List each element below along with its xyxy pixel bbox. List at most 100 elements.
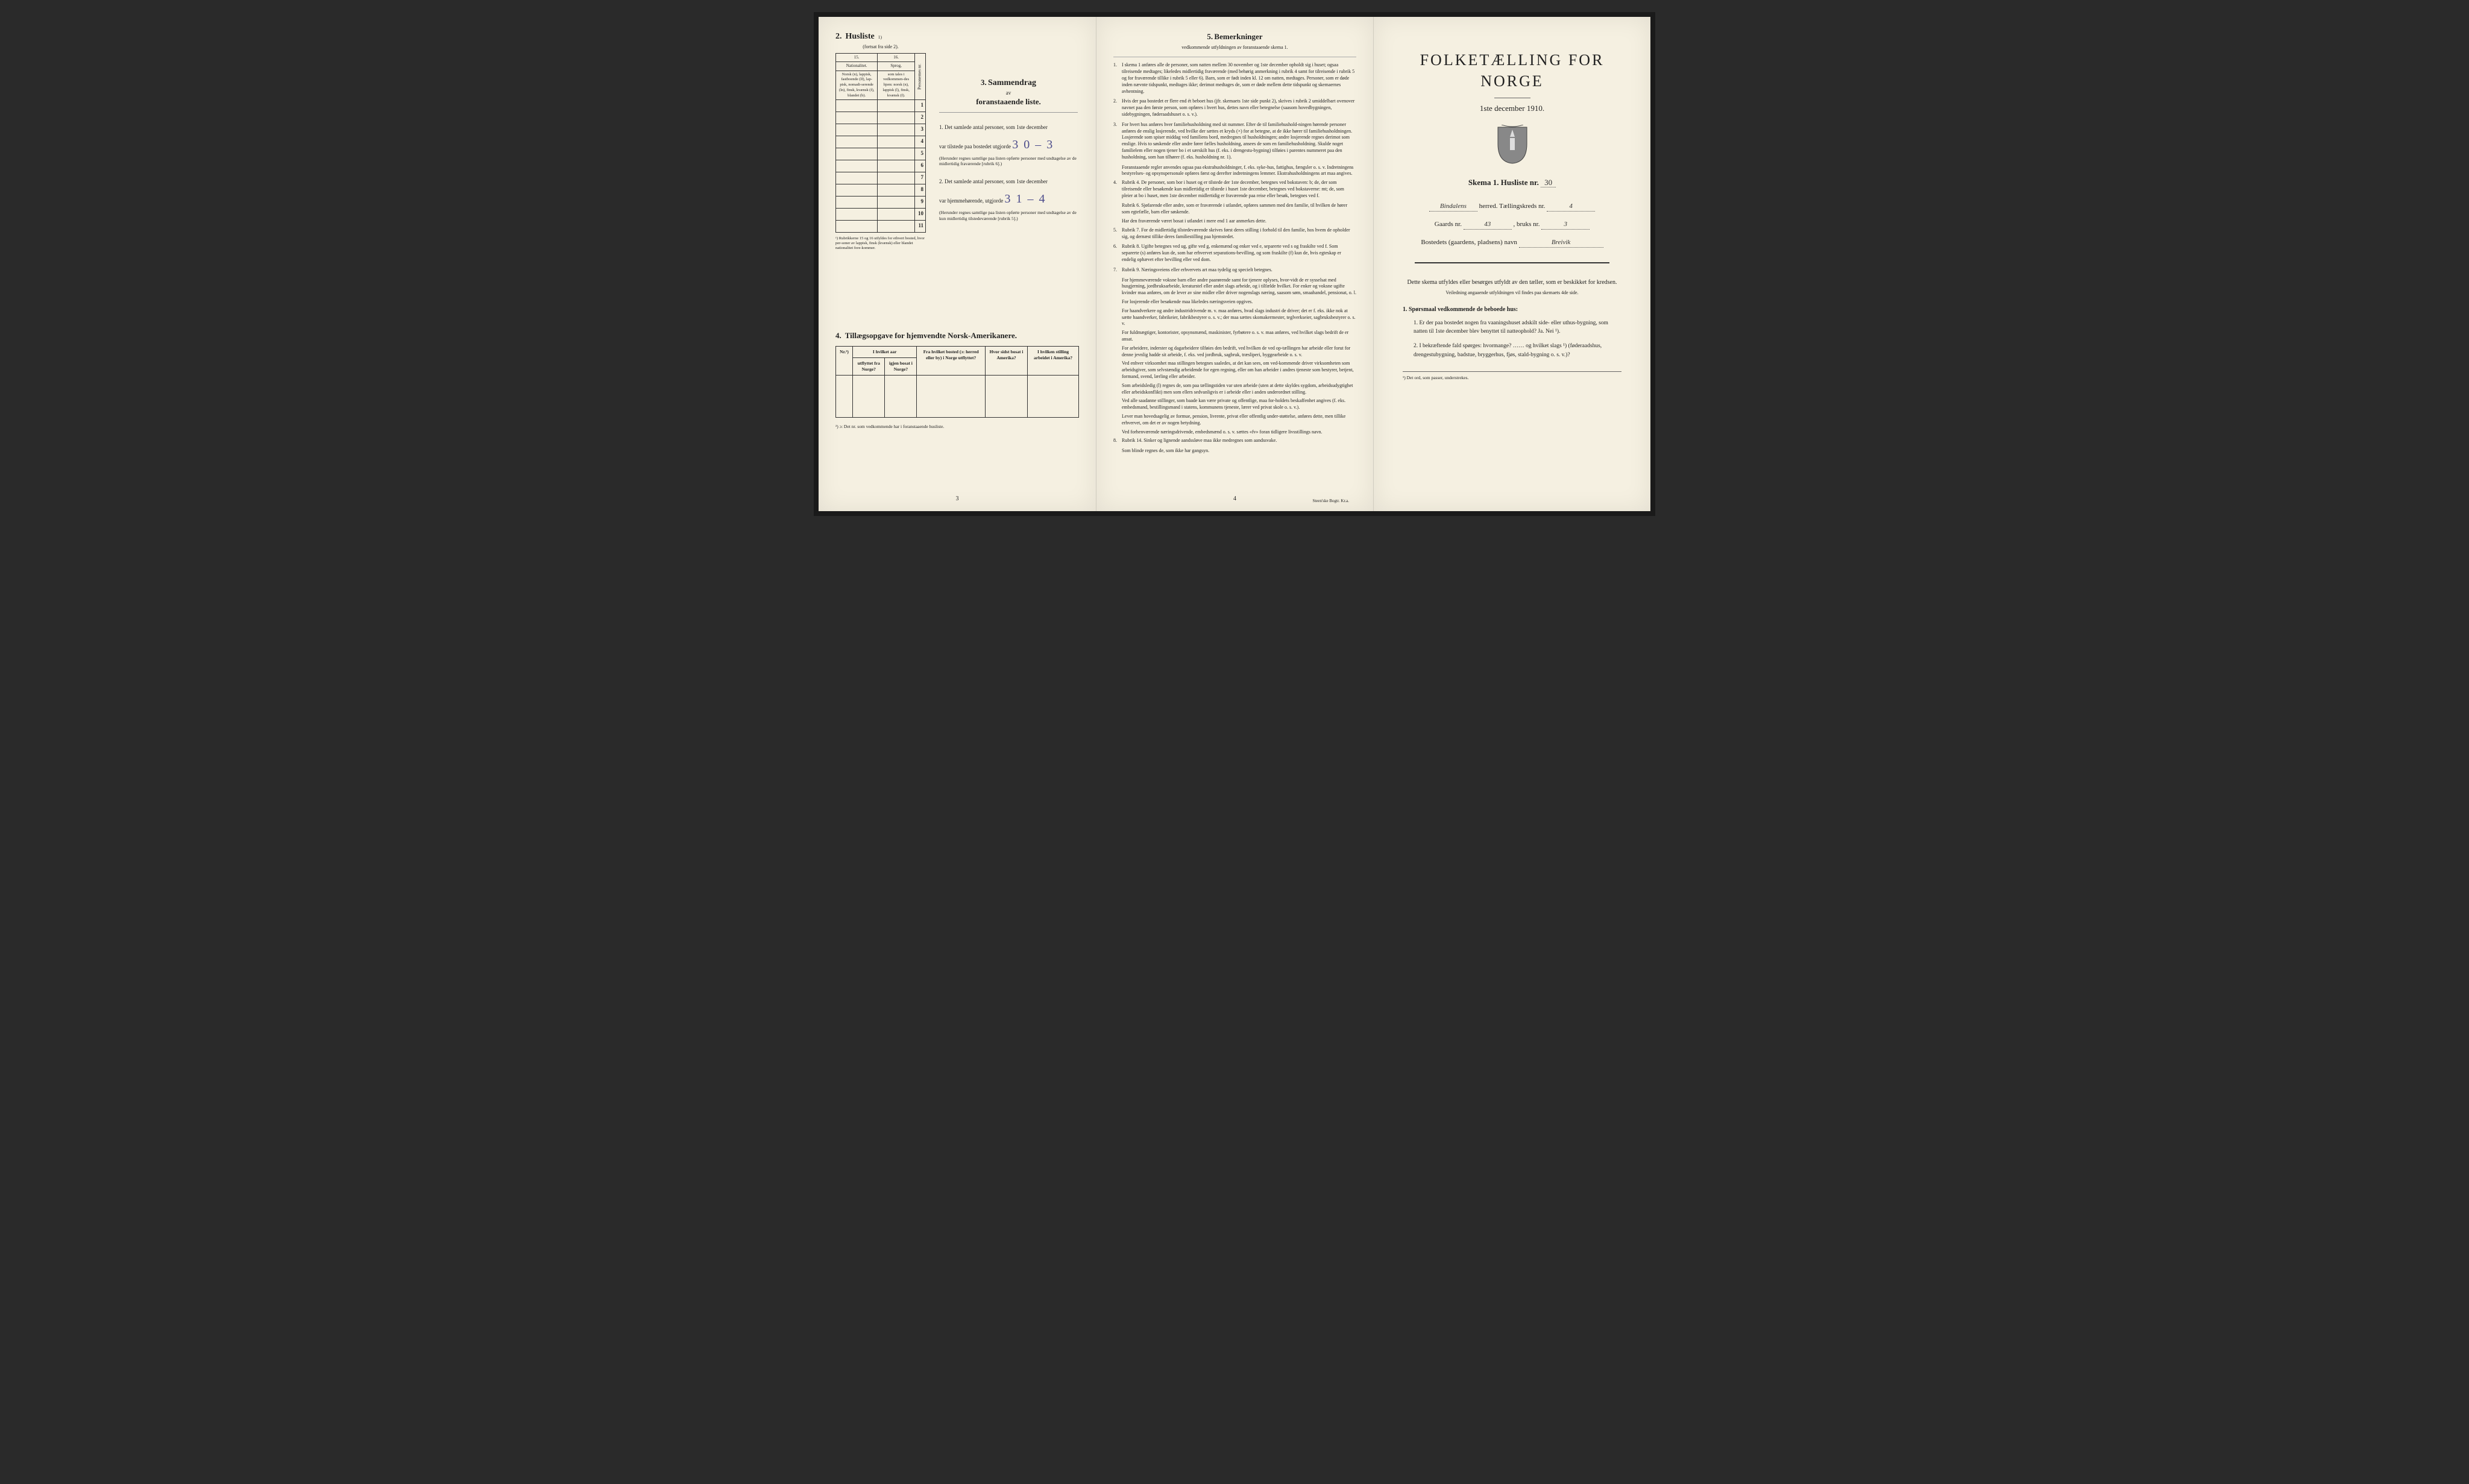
section-2-table: 15. 16. Personernes nr. Nationalitet. Sp… <box>835 53 926 233</box>
table-row: 7 <box>836 172 926 184</box>
page-num-3: 3 <box>819 495 1096 503</box>
sec3-item1-val: 3 0 – 3 <box>1012 138 1054 151</box>
table-row: 4 <box>836 136 926 148</box>
sec3-item2-mid: var hjemmehørende, utgjorde <box>939 198 1003 204</box>
table-row: 3 <box>836 124 926 136</box>
list-item: For hjemmeværende voksne barn eller andr… <box>1122 277 1356 297</box>
herred-mid: herred. Tællingskreds nr. <box>1479 203 1546 210</box>
list-item: Ved forhenværende næringsdrivende, embed… <box>1122 429 1356 436</box>
sec3-item2-paren: (Herunder regnes samtlige paa listen opf… <box>939 210 1078 222</box>
bosted-line: Bostedets (gaardens, pladsens) navn Brei… <box>1391 238 1634 248</box>
section-2-footnote: ¹) Rubrikkerne 15 og 16 utfyldes for eth… <box>835 236 926 250</box>
skema-line: Skema 1. Husliste nr. 30 <box>1391 177 1634 188</box>
q1: 1. Er der paa bostedet nogen fra vaaning… <box>1414 319 1621 336</box>
sec4-h-aar2: igjen bosat i Norge? <box>885 357 917 375</box>
sec3-item2-pre: 2. Det samlede antal personer, som 1ste … <box>939 178 1078 185</box>
spm-title: 1. Spørsmaal vedkommende de beboede hus: <box>1403 305 1621 314</box>
sec4-h-sidst: Hvor sidst bosat i Amerika? <box>985 346 1027 375</box>
list-item: For haandverkere og andre industridriven… <box>1122 308 1356 327</box>
gaard-b: , bruks nr. <box>1513 221 1540 228</box>
gaard-av: 43 <box>1464 220 1512 230</box>
sec4-title: Tillægsopgave for hjemvendte Norsk-Ameri… <box>845 331 1017 340</box>
sec3-sub: av <box>939 89 1078 96</box>
list-item: 7.Rubrik 9. Næringsveiens eller erhverve… <box>1113 267 1356 274</box>
table-row: 2 <box>836 112 926 124</box>
list-item: For losjerende eller besøkende maa likel… <box>1122 299 1356 306</box>
intro: Dette skema utfyldes eller besørges utfy… <box>1403 278 1621 287</box>
census-title: FOLKETÆLLING FOR NORGE <box>1391 49 1634 92</box>
list-item: Ved alle saadanne stillinger, som baade … <box>1122 398 1356 411</box>
sec4-h-aar: I hvilket aar <box>853 346 917 357</box>
intro-small: Veiledning angaaende utfyldningen vil fi… <box>1403 289 1621 297</box>
section-2-sub: (fortsat fra side 2). <box>835 44 926 51</box>
kreds-val: 4 <box>1547 202 1595 212</box>
list-item: For fuldmægtiger, kontorister, opsynsmæn… <box>1122 330 1356 343</box>
section-2-sup: 1) <box>878 34 882 40</box>
table-row: 8 <box>836 184 926 197</box>
list-item: 8.Rubrik 14. Sinker og lignende aandsslø… <box>1113 438 1356 444</box>
gaard-bv: 3 <box>1541 220 1590 230</box>
footnote: ¹) Det ord, som passer, understrekes. <box>1403 371 1621 381</box>
h16b: som tales i vedkommen-des hjem: norsk (n… <box>878 71 915 100</box>
col-pers: Personernes nr. <box>915 53 926 100</box>
list-item: 6.Rubrik 8. Ugifte betegnes ved ug, gift… <box>1113 244 1356 263</box>
section-3: 3. Sammendrag av foranstaaende liste. 1.… <box>939 77 1078 222</box>
sec3-item2-val: 3 1 – 4 <box>1004 192 1046 206</box>
page-title: FOLKETÆLLING FOR NORGE 1ste december 191… <box>1373 17 1650 511</box>
sec5-sub: vedkommende utfyldningen av foranstaaend… <box>1113 45 1356 51</box>
q1-text: 1. Er der paa bostedet nogen fra vaaning… <box>1414 320 1608 335</box>
section-4: 4. Tillægsopgave for hjemvendte Norsk-Ame… <box>835 330 1079 430</box>
table-row: 5 <box>836 148 926 160</box>
imprint: Steen'ske Bogtr. Kr.a. <box>1312 498 1349 504</box>
table-row: 9 <box>836 197 926 209</box>
list-item: Som blinde regnes de, som ikke har gangs… <box>1122 448 1356 454</box>
sec3-item1-paren: (Herunder regnes samtlige paa listen opf… <box>939 156 1078 168</box>
sec4-h-bosted: Fra hvilket bosted (ɔ: herred eller by) … <box>917 346 986 375</box>
col-16-num: 16. <box>878 53 915 61</box>
gaard-a: Gaards nr. <box>1435 221 1462 228</box>
gaard-line: Gaards nr. 43 , bruks nr. 3 <box>1391 220 1634 230</box>
herred-line: Bindalens herred. Tællingskreds nr. 4 <box>1391 202 1634 212</box>
bosted-v: Breivik <box>1519 238 1603 248</box>
list-item: 2.Hvis der paa bostedet er flere end ét … <box>1113 98 1356 118</box>
table-row: 11 <box>836 221 926 233</box>
list-item: Har den fraværende været bosat i utlande… <box>1122 218 1356 225</box>
document-spread: 2. Husliste1) (fortsat fra side 2). 15. … <box>814 12 1655 516</box>
sec3-item1-mid: var tilstede paa bostedet utgjorde <box>939 143 1011 149</box>
sec3-main: foranstaaende liste. <box>939 96 1078 107</box>
list-item: 3.For hvert hus anføres hver familiehush… <box>1113 122 1356 161</box>
q2-text: 2. I bekræftende fald spørges: hvormange… <box>1414 343 1602 357</box>
list-item: Ved enhver virksomhet maa stillingen bet… <box>1122 360 1356 380</box>
list-item: 5.Rubrik 7. For de midlertidig tilstedev… <box>1113 227 1356 241</box>
page-4: 5. Bemerkninger vedkommende utfyldningen… <box>1096 17 1373 511</box>
h16a: Sprog, <box>878 62 915 71</box>
col-15-num: 15. <box>836 53 878 61</box>
table-row: 1 <box>836 100 926 112</box>
page-3: 2. Husliste1) (fortsat fra side 2). 15. … <box>819 17 1096 511</box>
list-item: Som arbeidsledig (l) regnes de, som paa … <box>1122 383 1356 396</box>
section-2-header: 2. Husliste1) <box>835 31 926 43</box>
sec4-h-aar1: utflyttet fra Norge? <box>853 357 885 375</box>
sec4-note: ²) ɔ: Det nr. som vedkommende har i fora… <box>835 424 1079 430</box>
section-2-num: 2. <box>835 31 842 43</box>
sec4-num: 4. <box>835 331 841 340</box>
sec4-table: Nr.²) I hvilket aar Fra hvilket bosted (… <box>835 346 1079 418</box>
divider <box>1415 262 1609 263</box>
list-item: Lever man hovedsagelig av formue, pensio… <box>1122 413 1356 427</box>
skema-label: Skema 1. Husliste nr. <box>1468 178 1539 187</box>
list-item: 1.I skema 1 anføres alle de personer, so… <box>1113 62 1356 95</box>
herred-hand: Bindalens <box>1429 202 1477 212</box>
table-row: 10 <box>836 209 926 221</box>
list-item: 4.Rubrik 4. De personer, som bor i huset… <box>1113 180 1356 199</box>
section-2-title: Husliste <box>846 31 875 43</box>
skema-val: 30 <box>1541 178 1556 187</box>
h15a: Nationalitet. <box>836 62 878 71</box>
sec3-word: Sammendrag <box>988 78 1036 87</box>
list-item: Rubrik 6. Sjøfarende eller andre, som er… <box>1122 203 1356 216</box>
sec3-num: 3. <box>981 78 987 87</box>
coat-of-arms-icon <box>1496 125 1529 165</box>
sec5-list: 1.I skema 1 anføres alle de personer, so… <box>1113 62 1356 454</box>
table-row: 6 <box>836 160 926 172</box>
list-item: Foranstaaende regler anvendes ogsaa paa … <box>1122 165 1356 178</box>
sec5-num: 5. <box>1207 32 1213 41</box>
